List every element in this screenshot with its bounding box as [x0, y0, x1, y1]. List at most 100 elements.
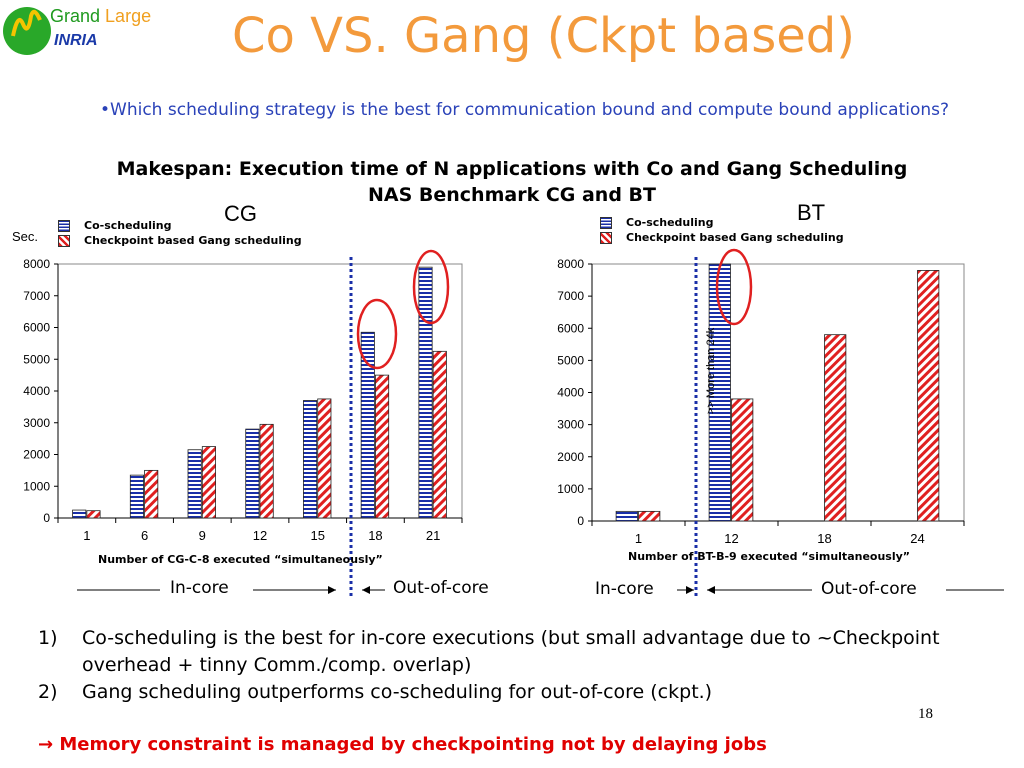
logo-brand-text: Grand Large	[50, 6, 152, 26]
bt-y-tick-label: 6000	[557, 321, 584, 335]
bt-y-tick-label: 1000	[557, 482, 584, 496]
cg-x-tick-label: 1	[83, 528, 90, 543]
bt-gang-bar	[917, 270, 940, 522]
bt-y-tick-label: 4000	[557, 386, 584, 400]
cg-co-bar	[303, 400, 318, 519]
bt-highlight-ellipse	[715, 248, 753, 326]
cg-gang-bar	[144, 469, 159, 519]
bt-legend-label-co: Co-scheduling	[626, 216, 714, 229]
cg-co-bar	[360, 331, 375, 519]
bt-in-core-label: In-core	[595, 579, 654, 599]
cg-highlight-ellipse	[356, 298, 398, 370]
bt-x-axis-title: Number of BT-B-9 executed “simultaneousl…	[628, 550, 911, 563]
bt-out-of-core-label: Out-of-core	[821, 579, 917, 599]
grand-large-logo	[3, 7, 51, 55]
cg-y-tick-label: 6000	[23, 321, 50, 335]
cg-legend-label-co: Co-scheduling	[84, 219, 172, 232]
bt-legend-item-co: Co-scheduling	[600, 215, 844, 230]
slide-title: Co VS. Gang (Ckpt based)	[232, 8, 855, 64]
cg-gang-bar	[86, 510, 101, 519]
cg-out-of-core-label: Out-of-core	[393, 578, 489, 598]
cg-x-tick-label: 6	[141, 528, 148, 543]
cg-x-tick-label: 18	[368, 528, 382, 543]
findings-list: 1) Co-scheduling is the best for in-core…	[38, 625, 998, 706]
bt-x-tick-label: 18	[817, 531, 831, 546]
right-arrow-icon: →	[38, 734, 54, 755]
finding-number: 2)	[38, 681, 58, 703]
cg-x-axis-title: Number of CG-C-8 executed “simultaneousl…	[98, 553, 383, 566]
gang-swatch	[58, 234, 70, 247]
conclusion-text: → Memory constraint is managed by checkp…	[38, 734, 767, 755]
logo-org-text: INRIA	[54, 32, 98, 49]
bt-y-tick-label: 2000	[557, 450, 584, 464]
cg-legend-label-gang: Checkpoint based Gang scheduling	[84, 234, 302, 247]
cg-y-tick-label: 7000	[23, 289, 50, 303]
gang-swatch	[600, 231, 612, 244]
cg-co-bar	[72, 509, 87, 519]
cg-y-tick-label: 0	[43, 511, 50, 525]
bt-gang-bar	[638, 510, 661, 522]
cg-gang-bar	[259, 423, 274, 519]
bt-out-of-core-arrow-head	[707, 586, 715, 594]
cg-y-tick-label: 5000	[23, 352, 50, 366]
finding-text: Gang scheduling outperforms co-schedulin…	[82, 681, 713, 703]
cg-co-bar	[418, 266, 433, 519]
cg-gang-bar	[317, 398, 332, 519]
bt-legend-item-gang: Checkpoint based Gang scheduling	[600, 230, 844, 245]
cg-x-tick-label: 12	[253, 528, 267, 543]
bt-y-tick-label: 3000	[557, 418, 584, 432]
subtitle-line-2: NAS Benchmark CG and BT	[368, 184, 656, 206]
bt-x-tick-label: 12	[724, 531, 738, 546]
bt-legend: Co-scheduling Checkpoint based Gang sche…	[600, 215, 844, 245]
cg-x-tick-label: 9	[199, 528, 206, 543]
cg-in-core-arrow-head	[328, 586, 336, 594]
bt-plot: 0 1000 2000 3000 4000 5000 6000 7000 8000 1 12 18 24	[557, 257, 965, 546]
bt-co-bar	[615, 510, 638, 522]
co-swatch	[58, 219, 70, 232]
bt-y-tick-label: 8000	[557, 257, 584, 271]
bt-y-tick-label: 7000	[557, 289, 584, 303]
cg-y-tick-label: 1000	[23, 479, 50, 493]
cg-gang-bar	[201, 446, 216, 519]
bt-legend-label-gang: Checkpoint based Gang scheduling	[626, 231, 844, 244]
finding-text: Co-scheduling is the best for in-core ex…	[82, 627, 940, 676]
cg-y-tick-label: 4000	[23, 384, 50, 398]
cg-gang-bar	[432, 350, 447, 519]
cg-gang-bar	[375, 374, 390, 519]
bt-over-24k-note: >> More than 24k	[705, 327, 717, 414]
chart-annotations: >> More than 24k	[77, 248, 1004, 598]
bt-gang-bar	[731, 398, 754, 522]
cg-co-bar	[245, 428, 260, 519]
bt-in-core-arrow-head	[686, 586, 694, 594]
cg-co-bar	[129, 474, 144, 519]
cg-out-of-core-arrow-head	[362, 586, 370, 594]
co-swatch	[600, 216, 612, 229]
cg-highlight-ellipse	[412, 249, 450, 325]
finding-item: 1) Co-scheduling is the best for in-core…	[38, 625, 998, 679]
finding-item: 2) Gang scheduling outperforms co-schedu…	[38, 679, 998, 706]
cg-y-axis-label: Sec.	[12, 229, 39, 244]
subtitle-line-1: Makespan: Execution time of N applicatio…	[116, 158, 908, 180]
finding-number: 1)	[38, 627, 58, 649]
cg-x-tick-label: 21	[426, 528, 440, 543]
cg-plot: 0 1000 2000 3000 4000 5000 6000 7000 8000 1 6 9 12 15…	[23, 257, 463, 543]
cg-legend-item-gang: Checkpoint based Gang scheduling	[58, 233, 302, 248]
bt-gang-bar	[824, 334, 847, 522]
bt-y-tick-label: 5000	[557, 353, 584, 367]
cg-chart-title: CG	[224, 201, 257, 226]
question-bullet: •Which scheduling strategy is the best f…	[100, 100, 950, 120]
bt-plot-frame	[591, 263, 965, 522]
bt-x-tick-label: 1	[635, 531, 642, 546]
cg-y-tick-label: 2000	[23, 448, 50, 462]
bt-chart-title: BT	[797, 200, 826, 225]
cg-legend-item-co: Co-scheduling	[58, 218, 302, 233]
cg-y-tick-label: 8000	[23, 257, 50, 271]
page-number: 18	[918, 706, 933, 722]
cg-legend: Co-scheduling Checkpoint based Gang sche…	[58, 218, 302, 248]
cg-co-bar	[187, 449, 202, 519]
chart-subtitle: Makespan: Execution time of N applicatio…	[0, 156, 1024, 208]
cg-x-tick-label: 15	[310, 528, 324, 543]
bt-x-tick-label: 24	[910, 531, 924, 546]
cg-y-tick-label: 3000	[23, 416, 50, 430]
